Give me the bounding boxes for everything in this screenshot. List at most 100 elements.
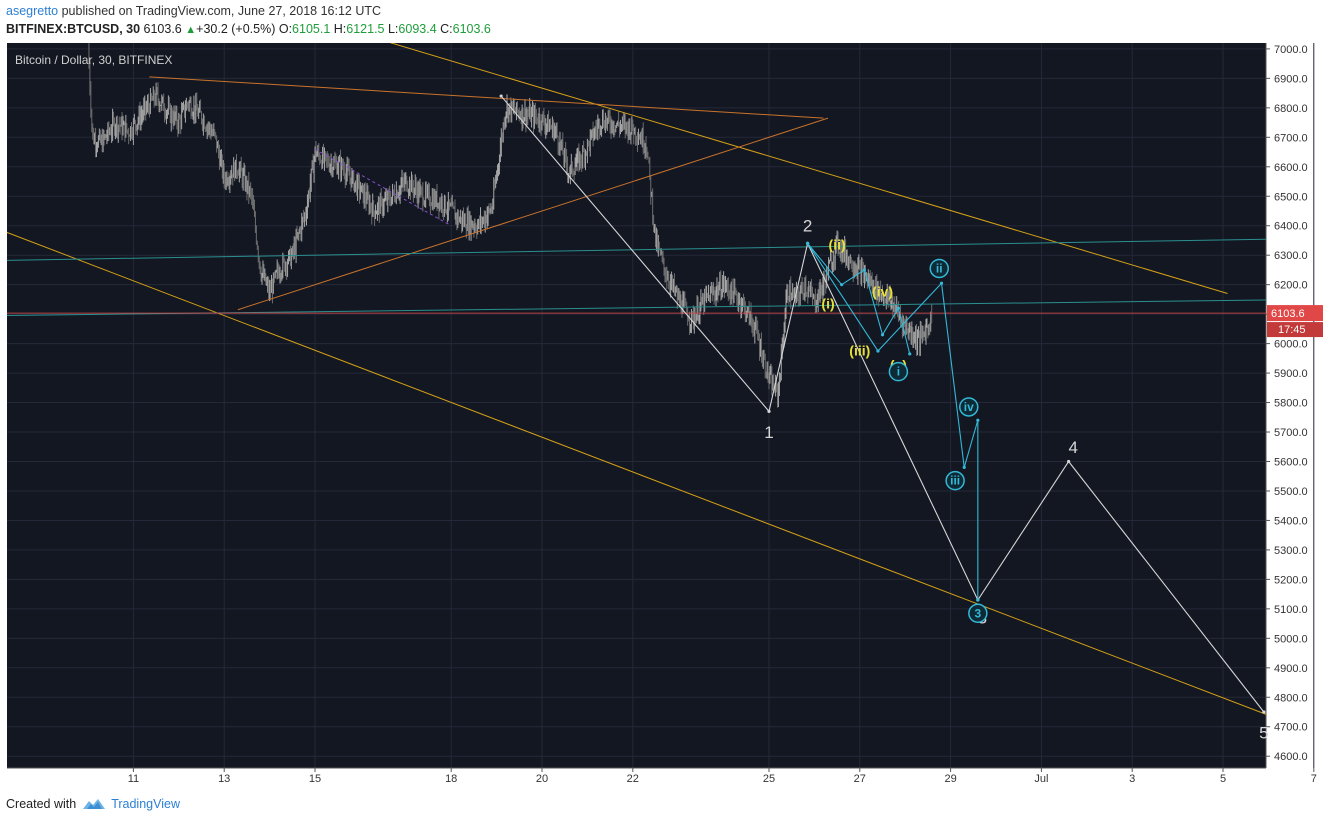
price-tick-label: 5000.0 [1274,633,1308,645]
price-tick-label: 5800.0 [1274,398,1308,410]
time-tick-label: 5 [1220,773,1226,785]
symbol-label: BITFINEX:BTCUSD, 30 [6,22,141,36]
time-tick-label: 22 [627,773,639,785]
symbol-info: BITFINEX:BTCUSD, 30 6103.6 ▲+30.2 (+0.5%… [6,22,491,36]
close-value: 6103.6 [452,22,491,36]
time-axis-panel [7,768,1266,788]
wave-point [939,281,944,285]
price-tick-label: 5200.0 [1274,574,1308,586]
time-tick-label: 3 [1129,773,1135,785]
countdown-label: 17:45 [1278,324,1306,336]
primary-wave-path[interactable] [500,95,1265,713]
wave-label-3: 3 [974,606,981,620]
low-value: 6093.4 [398,22,437,36]
wave-label-(iii): (iii) [849,343,870,359]
wave-label-(i): (i) [821,295,834,311]
tradingview-logo-icon [83,799,106,809]
open-value: 6105.1 [292,22,331,36]
author-link[interactable]: asegretto [6,4,59,18]
price-tick-label: 6600.0 [1274,162,1308,174]
wave-point [896,306,900,310]
wave-point [1067,459,1071,464]
countdown-tag [1267,322,1323,338]
last-price: 6103.6 [143,22,182,36]
wave-label-2: 2 [803,217,812,236]
wave-point [499,94,503,98]
created-with-text: Created with [6,797,77,811]
subminor-wave-path[interactable] [807,243,911,355]
publish-info: asegretto published on TradingView.com, … [6,4,381,18]
time-tick-label: 7 [1311,773,1317,785]
wave-label-4: 4 [1068,438,1077,457]
footer: Created with TradingView [6,797,180,811]
triangle-bottom-line[interactable] [237,117,829,311]
wave-point [805,241,810,246]
wave-label-1: 1 [764,423,773,442]
price-tick-label: 6200.0 [1274,280,1308,292]
published-text: published on TradingView.com, June 27, 2… [61,4,382,18]
price-tick-label: 6300.0 [1274,250,1308,262]
price-tick-label: 5900.0 [1274,368,1308,380]
wave-label-circle [968,603,988,624]
last-price-tag-label: 6103.6 [1271,308,1305,320]
wave-point [876,349,880,353]
time-tick-label: 13 [218,773,230,785]
price-tick-label: 6800.0 [1274,103,1308,115]
wave-point [880,333,885,337]
wave-label-ii: ii [936,261,943,275]
plot-background [7,43,1266,768]
last-price-tag [1267,305,1323,322]
drawings [0,28,1314,715]
wave-point [908,352,912,356]
price-tick-label: 7000.0 [1274,44,1308,56]
wave-point [862,268,866,272]
wave-label-circle [888,361,909,382]
low-label: L: [387,22,399,36]
triangle-top-line[interactable] [149,76,824,119]
wave-point [840,283,844,287]
price-tick-label: 6000.0 [1274,339,1308,351]
wave-point [976,598,980,602]
brand-label: TradingView [111,797,180,811]
time-tick-label: 20 [536,773,548,785]
time-tick-label: 25 [763,773,775,785]
price-axis-panel [1266,43,1325,788]
purple-dashed-line[interactable] [314,148,452,227]
wave-point [976,418,980,422]
price-tick-label: 6700.0 [1274,132,1308,144]
price-tick-label: 6900.0 [1274,73,1308,85]
price-tick-label: 4900.0 [1274,663,1308,675]
wave-point [962,465,966,469]
time-tick-label: Jul [1034,773,1048,785]
wave-point [767,409,771,413]
chart-title: Bitcoin / Dollar, 30, BITFINEX [15,53,172,67]
price-tick-label: 4700.0 [1274,722,1308,734]
wave-point [1262,710,1266,714]
wave-label-iv: iv [964,400,974,414]
tradingview-brand[interactable]: TradingView [82,797,180,811]
price-tick-label: 5400.0 [1274,515,1308,527]
wave-label-circle [959,397,979,417]
price-tick-label: 5300.0 [1274,545,1308,557]
price-tick-label: 5500.0 [1274,486,1308,498]
open-label: O: [278,22,293,36]
candles [88,43,933,408]
wave-label-(iv): (iv) [872,284,893,300]
channel-upper-line[interactable] [0,238,1314,261]
price-tick-label: 6400.0 [1274,221,1308,233]
time-tick-label: 29 [944,773,956,785]
time-tick-label: 27 [854,773,866,785]
high-label: H: [333,22,347,36]
minor-wave-path[interactable] [807,243,979,601]
price-tick-label: 5600.0 [1274,456,1308,468]
price-tick-label: 5100.0 [1274,604,1308,616]
wave-label-iii: iii [950,474,960,488]
price-tick-label: 4600.0 [1274,751,1308,763]
wedge-upper-line[interactable] [342,28,1228,294]
price-tick-label: 4800.0 [1274,692,1308,704]
up-arrow-icon: ▲ [185,24,197,36]
time-tick-label: 18 [445,773,457,785]
wave-label-circle [945,470,965,491]
time-tick-label: 11 [128,773,139,785]
